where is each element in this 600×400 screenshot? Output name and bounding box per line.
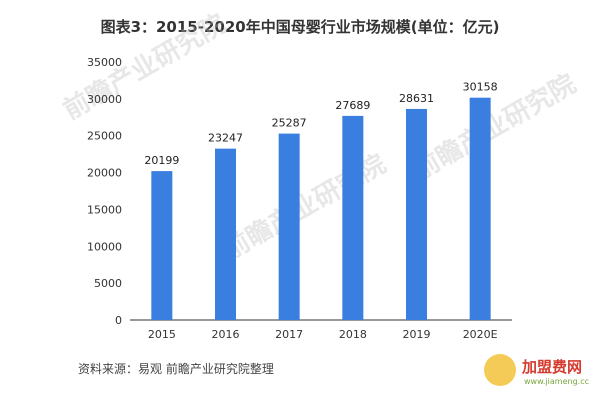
x-tick-label-2019: 2019 — [403, 328, 431, 341]
x-tick-label-2017: 2017 — [275, 328, 303, 341]
y-tick-label: 30000 — [87, 93, 122, 106]
bar-series — [151, 97, 491, 320]
y-tick-label: 5000 — [94, 277, 122, 290]
logo-text: 加盟费网 — [521, 358, 582, 376]
data-label-2015: 20199 — [144, 154, 179, 167]
y-tick-label: 10000 — [87, 240, 122, 253]
bar-2019 — [406, 108, 427, 320]
y-tick-label: 0 — [115, 314, 122, 327]
data-label-2018: 27689 — [335, 99, 370, 112]
y-axis-ticks: 0 5000 10000 15000 20000 25000 30000 35000 — [87, 56, 122, 327]
watermark-left: 前瞻产业研究院 — [58, 8, 231, 126]
y-tick-label: 35000 — [87, 56, 122, 69]
y-tick-label: 20000 — [87, 167, 122, 180]
y-tick-label: 15000 — [87, 203, 122, 216]
x-axis-labels: 2015 2016 2017 2018 2019 2020E — [148, 328, 498, 341]
bar-2016 — [215, 148, 236, 320]
site-logo: 加盟费网 www.jiameng.cc — [484, 354, 589, 386]
x-tick-label-2018: 2018 — [339, 328, 367, 341]
data-label-2017: 25287 — [272, 117, 307, 130]
x-tick-label-2015: 2015 — [148, 328, 176, 341]
bar-2015 — [151, 171, 173, 320]
bar-2018 — [342, 115, 364, 320]
watermark-group: 前瞻产业研究院 前瞻产业研究院 前瞻产业研究院 — [58, 8, 581, 266]
data-label-2019: 28631 — [399, 92, 434, 105]
source-note: 资料来源：易观 前瞻产业研究院整理 — [78, 362, 274, 376]
data-label-2020E: 30158 — [463, 81, 498, 94]
watermark-middle: 前瞻产业研究院 — [218, 148, 391, 266]
chart-title: 图表3：2015-2020年中国母婴行业市场规模(单位：亿元) — [100, 18, 500, 36]
bar-2017 — [278, 133, 300, 320]
bar-2020E — [469, 97, 491, 320]
x-tick-label-2016: 2016 — [212, 328, 240, 341]
data-labels: 20199 23247 25287 27689 28631 30158 — [144, 81, 497, 167]
y-tick-label: 25000 — [87, 130, 122, 143]
logo-subtext: www.jiameng.cc — [524, 377, 589, 386]
data-label-2016: 23247 — [208, 132, 243, 145]
x-tick-label-2020E: 2020E — [463, 328, 498, 341]
